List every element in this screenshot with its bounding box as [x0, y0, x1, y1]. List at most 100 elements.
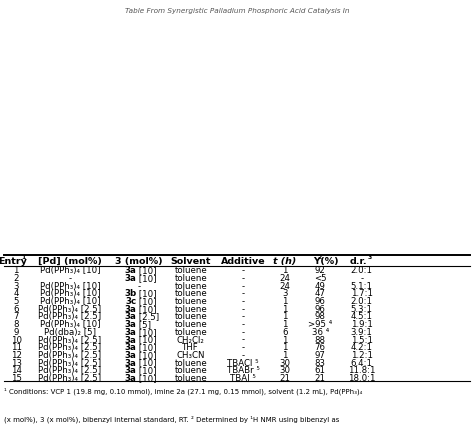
Text: 3b: 3b	[124, 289, 136, 298]
Text: toluene: toluene	[174, 281, 207, 290]
Text: 1: 1	[283, 312, 288, 321]
Text: 97: 97	[315, 350, 326, 359]
Text: TBAI ⁵: TBAI ⁵	[230, 373, 256, 382]
Text: toluene: toluene	[174, 273, 207, 283]
Text: Pd(PPh₃)₄ [2.5]: Pd(PPh₃)₄ [2.5]	[38, 366, 101, 375]
Text: Pd(PPh₃)₄ [10]: Pd(PPh₃)₄ [10]	[40, 296, 100, 305]
Text: <5: <5	[314, 273, 327, 283]
Text: 12: 12	[10, 350, 22, 359]
Text: 5.3:1: 5.3:1	[351, 304, 373, 313]
Text: 4.2:1: 4.2:1	[351, 342, 373, 351]
Text: 96: 96	[315, 304, 326, 313]
Text: Pd(PPh₃)₄ [10]: Pd(PPh₃)₄ [10]	[40, 266, 100, 275]
Text: 3 (mol%): 3 (mol%)	[115, 256, 163, 265]
Text: -: -	[241, 335, 245, 344]
Text: [10]: [10]	[136, 358, 157, 367]
Text: [10]: [10]	[136, 342, 157, 351]
Text: [10]: [10]	[136, 350, 157, 359]
Text: toluene: toluene	[174, 296, 207, 305]
Text: [10]: [10]	[136, 273, 157, 283]
Text: 3a: 3a	[125, 312, 136, 321]
Text: THF: THF	[182, 342, 199, 351]
Text: Pd(PPh₃)₄ [2.5]: Pd(PPh₃)₄ [2.5]	[38, 304, 101, 313]
Text: -: -	[241, 289, 245, 298]
Text: Y: Y	[313, 256, 320, 265]
Text: Additive: Additive	[220, 256, 265, 265]
Text: CH₃CN: CH₃CN	[176, 350, 205, 359]
Text: 96: 96	[315, 296, 326, 305]
Text: 61: 61	[315, 366, 326, 375]
Text: [10]: [10]	[136, 266, 157, 275]
Text: 83: 83	[315, 358, 326, 367]
Text: 4: 4	[13, 289, 19, 298]
Text: 3a: 3a	[125, 273, 136, 283]
Text: -: -	[241, 296, 245, 305]
Text: 5.1:1: 5.1:1	[351, 281, 373, 290]
Text: 3c: 3c	[125, 296, 136, 305]
Text: 3a: 3a	[125, 319, 136, 329]
Text: 4.5:1: 4.5:1	[351, 312, 373, 321]
Text: (%): (%)	[317, 256, 338, 265]
Text: 3a: 3a	[125, 366, 136, 375]
Text: toluene: toluene	[174, 366, 207, 375]
Text: Entry: Entry	[0, 256, 27, 265]
Text: d.r.: d.r.	[350, 256, 368, 265]
Text: 3a: 3a	[125, 327, 136, 336]
Text: 76: 76	[315, 342, 326, 351]
Text: 1.7:1: 1.7:1	[351, 289, 373, 298]
Text: 1.5:1: 1.5:1	[351, 335, 373, 344]
Text: -: -	[241, 327, 245, 336]
Text: toluene: toluene	[174, 373, 207, 382]
Text: [10]: [10]	[136, 296, 157, 305]
Text: 98: 98	[315, 312, 326, 321]
Text: [10]: [10]	[136, 366, 157, 375]
Text: 6.4:1: 6.4:1	[351, 358, 373, 367]
Text: 1: 1	[13, 266, 19, 275]
Text: 1.9:1: 1.9:1	[351, 319, 373, 329]
Text: 14: 14	[10, 366, 22, 375]
Text: toluene: toluene	[174, 327, 207, 336]
Text: toluene: toluene	[174, 266, 207, 275]
Text: Pd(PPh₃)₄ [2.5]: Pd(PPh₃)₄ [2.5]	[38, 373, 101, 382]
Text: 3a: 3a	[125, 350, 136, 359]
Text: Pd(PPh₃)₄ [2.5]: Pd(PPh₃)₄ [2.5]	[38, 358, 101, 367]
Text: [10]: [10]	[136, 327, 157, 336]
Text: -: -	[241, 342, 245, 351]
Text: 3.9:1: 3.9:1	[351, 327, 373, 336]
Text: 8: 8	[13, 319, 19, 329]
Text: -: -	[241, 319, 245, 329]
Text: [10]: [10]	[136, 289, 157, 298]
Text: Table From Synergistic Palladium Phosphoric Acid Catalysis In: Table From Synergistic Palladium Phospho…	[125, 8, 349, 14]
Text: 49: 49	[315, 281, 326, 290]
Text: toluene: toluene	[174, 304, 207, 313]
Text: 24: 24	[280, 281, 291, 290]
Text: -: -	[241, 312, 245, 321]
Text: 1: 1	[283, 342, 288, 351]
Text: 2.0:1: 2.0:1	[351, 296, 373, 305]
Text: 1: 1	[283, 296, 288, 305]
Text: 13: 13	[10, 358, 22, 367]
Text: 3: 3	[283, 289, 288, 298]
Text: 15: 15	[10, 373, 22, 382]
Text: 10: 10	[10, 335, 22, 344]
Text: toluene: toluene	[174, 319, 207, 329]
Text: 30: 30	[280, 366, 291, 375]
Text: [2.5]: [2.5]	[136, 312, 159, 321]
Text: Pd(PPh₃)₄ [10]: Pd(PPh₃)₄ [10]	[40, 281, 100, 290]
Text: toluene: toluene	[174, 289, 207, 298]
Text: TBACl ⁵: TBACl ⁵	[227, 358, 259, 367]
Text: -: -	[241, 281, 245, 290]
Text: [10]: [10]	[136, 304, 157, 313]
Text: [Pd] (mol%): [Pd] (mol%)	[38, 256, 102, 265]
Text: 88: 88	[315, 335, 326, 344]
Text: ¹ Conditions: VCP 1 (19.8 mg, 0.10 mmol), imine 2a (27.1 mg, 0.15 mmol), solvent: ¹ Conditions: VCP 1 (19.8 mg, 0.10 mmol)…	[4, 387, 362, 394]
Text: 1: 1	[283, 335, 288, 344]
Text: 3a: 3a	[125, 358, 136, 367]
Text: 2: 2	[13, 273, 19, 283]
Text: 11: 11	[10, 342, 22, 351]
Text: Pd(PPh₃)₄ [2.5]: Pd(PPh₃)₄ [2.5]	[38, 350, 101, 359]
Text: 1: 1	[21, 254, 25, 259]
Text: [10]: [10]	[136, 373, 157, 382]
Text: 18.0:1: 18.0:1	[348, 373, 375, 382]
Text: toluene: toluene	[174, 358, 207, 367]
